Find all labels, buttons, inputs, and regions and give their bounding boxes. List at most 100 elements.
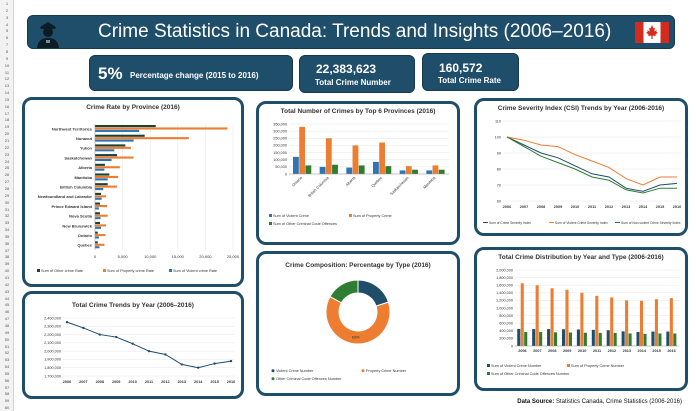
row-number: 40: [4, 268, 10, 274]
bar: [399, 170, 406, 174]
row-number: 21: [4, 138, 10, 143]
row-number: 52: [4, 350, 10, 356]
row-header: 1 2 3 4 5 6 7 8 9 10 11 12 13 14 15 16 17 18 19 20 21 22 23 24 2…: [0, 0, 14, 411]
y-tick-label: 300,000: [273, 129, 287, 133]
bar: [598, 332, 602, 346]
legend-label: Sum of Violent crime Rate: [173, 269, 217, 273]
row-number: 28: [4, 185, 10, 191]
bar: [95, 212, 100, 215]
legend-swatch: [349, 214, 352, 217]
bar: [95, 168, 105, 171]
chart-card-csi-trends[interactable]: Crime Severity Index (CSI) Trends by Yea…: [474, 98, 688, 236]
data-point: [180, 363, 183, 366]
x-tick-label: 2011: [145, 380, 153, 384]
y-tick-label: 50,000: [275, 165, 287, 169]
kpi-percentage-value: 5%: [98, 64, 123, 83]
row-number: 58: [4, 391, 10, 397]
bar: [639, 300, 644, 346]
y-tick-label: 70: [497, 183, 501, 187]
bar: [95, 166, 120, 169]
composition-chart: 63% Violent Crime Number Property Crime Nu…: [271, 279, 407, 381]
row-number: 17: [4, 110, 10, 116]
x-category-label: 2008: [548, 349, 556, 353]
bar: [95, 226, 102, 229]
bar: [432, 165, 439, 174]
province-rate-chart: 0 5,000 10,000 15,000 20,000 25,000 Northwest …: [37, 124, 240, 273]
x-category-label: 2013: [623, 349, 631, 353]
y-tick-label: 200,000: [273, 144, 287, 148]
y-tick-label: 110: [495, 119, 501, 123]
bar: [613, 332, 617, 346]
bar: [625, 300, 629, 346]
y-category-label: Nunavut: [76, 136, 93, 141]
bar: [95, 173, 110, 176]
legend-label: Sum of Property Crime: [353, 214, 392, 218]
bar: [651, 331, 655, 346]
x-category-label: Alberta: [345, 175, 357, 187]
y-tick-label: 200,000: [499, 337, 513, 341]
bar: [325, 138, 332, 174]
bar: [561, 329, 566, 346]
row-number: 38: [4, 254, 10, 260]
pie-slice: [357, 279, 390, 307]
bar: [95, 144, 126, 147]
legend-swatch: [487, 372, 490, 375]
row-number: 48: [4, 322, 10, 328]
x-tick-label: 2015: [210, 380, 218, 384]
x-tick-label: 2006: [63, 380, 71, 384]
data-point: [164, 353, 167, 356]
legend-label: Sum of Violent Crime: [273, 214, 309, 218]
series-line: [66, 321, 232, 369]
bar: [95, 221, 100, 225]
y-tick-label: 60: [497, 199, 501, 203]
legend-swatch: [361, 369, 365, 373]
x-category-label: 2015: [652, 349, 660, 353]
bar: [591, 329, 595, 346]
bar: [95, 175, 119, 179]
row-number: 59: [4, 398, 10, 404]
chart-card-composition[interactable]: Crime Composition: Percentage by Type (2…: [256, 251, 460, 396]
row-number: 56: [4, 377, 10, 383]
legend-label: Sum of Non-violent Crime Severity Index: [621, 221, 681, 225]
bar: [385, 166, 392, 174]
bar: [520, 283, 524, 346]
y-tick-label: 2,400,000: [44, 316, 61, 320]
chart-title: Crime Rate by Province (2016): [86, 104, 180, 111]
data-label: 63%: [352, 336, 360, 340]
legend-label: Sum of Violent Crime Severity Index: [555, 221, 608, 225]
x-tick-label: 2010: [571, 205, 579, 209]
x-category-label: 2009: [563, 349, 571, 353]
row-number: 30: [4, 199, 10, 205]
bar: [95, 246, 100, 249]
csi-trends-chart: 60 70 80 90 100 110 2006 2007 2008 2009 2010 2011 20…: [483, 119, 681, 225]
row-number: 44: [4, 295, 10, 301]
row-number: 32: [4, 213, 10, 219]
x-tick-label: 20,000: [199, 254, 212, 259]
x-tick-label: 2010: [128, 380, 136, 384]
bar: [636, 331, 640, 346]
chart-card-top6-provinces[interactable]: Total Number of Crimes by Top 6 Province…: [256, 101, 460, 245]
x-tick-label: 2012: [161, 380, 169, 384]
y-tick-label: 800,000: [499, 314, 513, 318]
x-tick-label: 2016: [673, 205, 681, 209]
y-tick-label: 2,000,000: [496, 268, 513, 272]
bar: [95, 188, 104, 191]
row-number: 6: [5, 35, 9, 41]
bar: [438, 169, 445, 174]
row-number: 57: [4, 384, 10, 390]
y-category-label: Quebec: [77, 243, 92, 248]
title-banner: Crime Statistics in Canada: Trends and I…: [27, 15, 675, 49]
chart-card-distribution[interactable]: Total Crime Distribution by Year and Typ…: [474, 247, 688, 391]
bar: [305, 165, 312, 174]
y-tick-label: 400,000: [499, 329, 513, 333]
x-tick-label: 0: [94, 254, 97, 259]
bar: [95, 185, 118, 188]
y-tick-label: 1,800,000: [44, 366, 61, 370]
x-tick-label: 2006: [503, 205, 511, 209]
chart-card-total-trend[interactable]: Total Crime Trends by Year (2006–2016) 1…: [22, 291, 244, 399]
x-category-label: Saskatchewan: [389, 176, 409, 196]
row-number: 55: [4, 370, 10, 376]
chart-card-province-rate[interactable]: Crime Rate by Province (2016) 0 5,000 10,0…: [22, 97, 244, 287]
bar: [95, 236, 99, 239]
bar: [565, 289, 569, 346]
